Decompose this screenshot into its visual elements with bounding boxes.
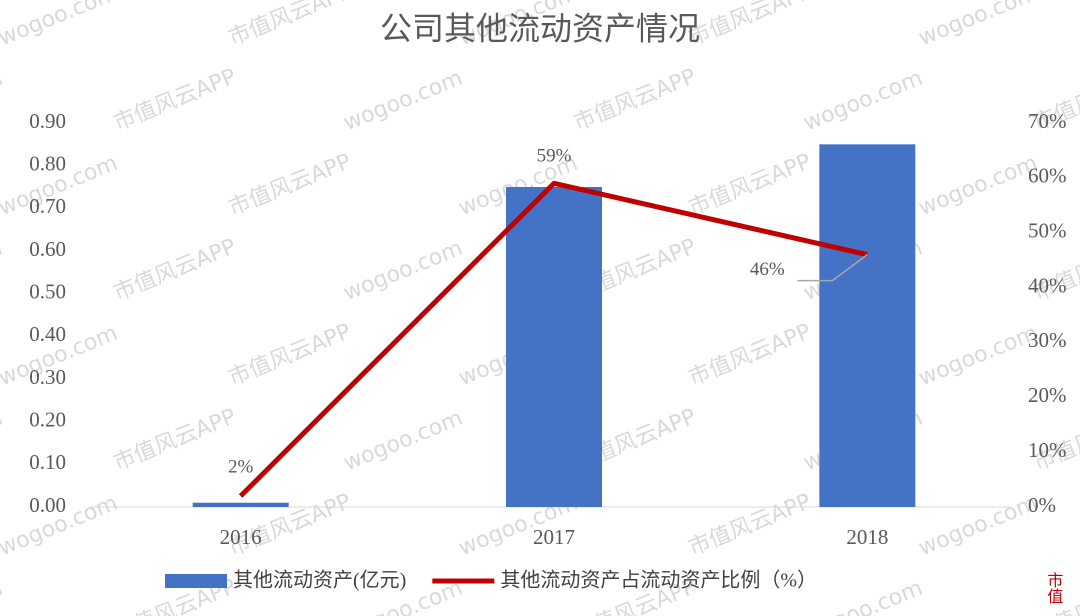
y-tick-label: 0.20 [29,407,66,431]
logo: 市值 [1044,572,1063,604]
legend-swatch [165,574,227,588]
y-tick-label: 0.00 [29,493,66,517]
data-label: 2% [228,456,254,477]
watermark-text: 市值风云APP [225,319,355,391]
watermark-text: 市值风云APP [685,149,815,221]
watermark-text: 市值风云APP [685,319,815,391]
watermark-text: wogoo.com [0,406,6,476]
watermark-text: wogoo.com [800,576,926,616]
watermark-text: 市值风云APP [685,0,815,51]
y2-tick-label: 60% [1028,164,1067,188]
watermark-text: wogoo.com [800,66,926,136]
x-tick-label: 2016 [220,525,262,549]
y2-tick-label: 10% [1028,438,1067,462]
logo-bg [1030,566,1074,610]
y2-tick-label: 0% [1028,493,1056,517]
y-tick-label: 0.90 [29,109,66,133]
watermark-text: 市值风云APP [570,64,700,136]
y2-tick-label: 70% [1028,109,1067,133]
label-leader [797,254,868,282]
y2-tick-label: 40% [1028,273,1067,297]
y-tick-label: 0.70 [29,194,66,218]
bar [819,144,916,508]
y-tick-label: 0.40 [29,322,66,346]
y2-tick-label: 50% [1028,219,1067,243]
y-tick-label: 0.50 [29,279,66,303]
y-tick-label: 0.60 [29,237,66,261]
watermark-text: wogoo.com [0,66,6,136]
legend-label: 其他流动资产占流动资产比例（%） [500,569,817,592]
y2-tick-label: 30% [1028,328,1067,352]
watermark-text: wogoo.com [0,576,6,616]
x-tick-label: 2017 [533,525,575,549]
watermark-text: wogoo.com [915,321,1041,391]
watermark-text: 市值风云APP [225,0,355,51]
watermark-text: wogoo.com [340,406,466,476]
y2-tick-label: 20% [1028,383,1067,407]
bar [506,187,602,507]
watermark-text: wogoo.com [340,236,466,306]
watermark-text: wogoo.com [0,236,6,306]
data-label: 59% [537,146,572,167]
bar [192,502,289,507]
watermark-text: 市值风云APP [685,489,815,561]
watermark-text: 市值风云APP [110,234,240,306]
legend-label: 其他流动资产(亿元) [233,569,406,592]
watermark-text: wogoo.com [915,151,1041,221]
data-label: 46% [750,259,785,280]
x-tick-label: 2018 [846,525,888,549]
watermark-text: 市值风云APP [110,64,240,136]
y-tick-label: 0.80 [29,151,66,175]
watermark-text: 市值风云APP [225,149,355,221]
y-tick-label: 0.30 [29,365,66,389]
y-tick-label: 0.10 [29,450,66,474]
watermark-text: wogoo.com [915,491,1041,561]
line-series [238,180,868,498]
watermark-text: wogoo.com [0,0,121,51]
chart-title: 公司其他流动资产情况 [380,10,700,46]
watermark-text: wogoo.com [340,66,466,136]
watermark-text: wogoo.com [915,0,1041,51]
watermark-text: 市值风云APP [110,404,240,476]
